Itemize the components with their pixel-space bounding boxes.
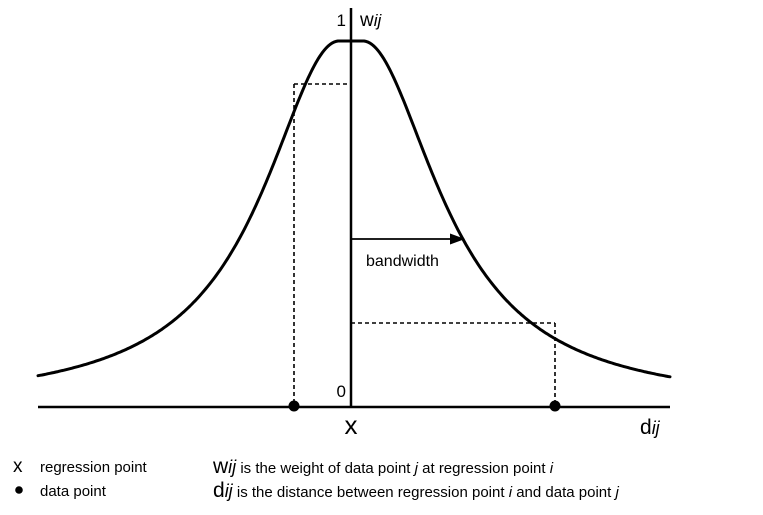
- legend: x regression point data point wij is the…: [13, 455, 619, 502]
- kernel-weight-curve: [36, 39, 672, 379]
- bandwidth-arrow-head: [450, 233, 465, 245]
- legend-data-dot: [15, 486, 23, 494]
- legend-data-label: data point: [40, 483, 107, 500]
- legend-regression-label: regression point: [40, 459, 148, 476]
- legend-regression-symbol: x: [13, 456, 23, 477]
- y-min-label: 0: [337, 382, 346, 401]
- legend-weight-definition: wij is the weight of data point j at reg…: [212, 455, 554, 478]
- legend-distance-definition: dij is the distance between regression p…: [213, 479, 619, 502]
- data-point-left: [288, 400, 300, 412]
- x-axis-variable: dij: [640, 416, 661, 439]
- bandwidth-label: bandwidth: [366, 253, 439, 270]
- regression-point-marker: x: [345, 410, 358, 440]
- y-max-label: 1: [337, 11, 346, 30]
- y-axis-variable: wij: [359, 10, 383, 31]
- data-point-right: [549, 400, 561, 412]
